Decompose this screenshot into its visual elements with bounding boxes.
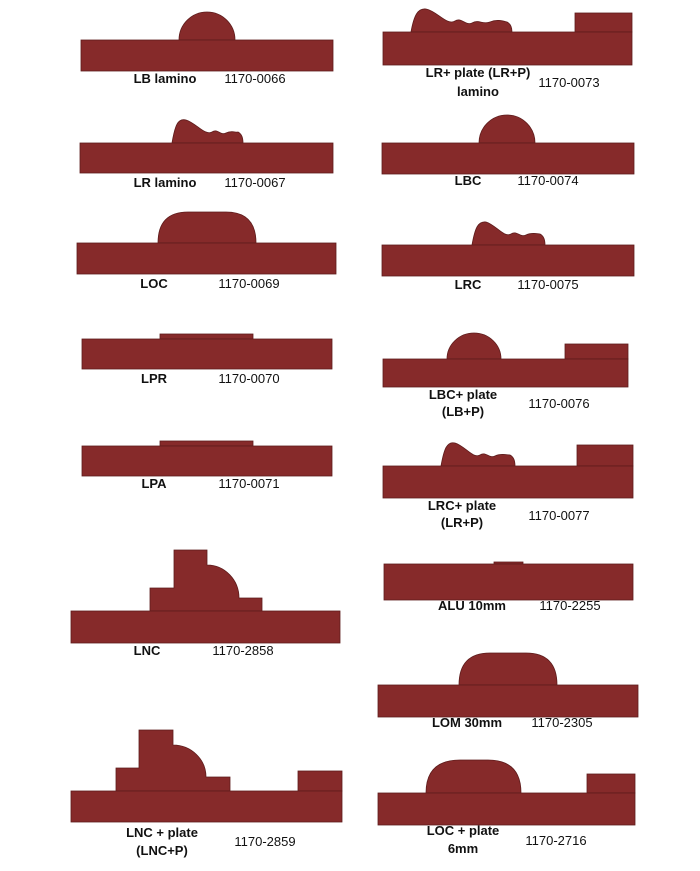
- profile-lbc-plate: LBC+ plate (LB+P) 1170-0076: [382, 332, 629, 419]
- profile-name: LR lamino: [134, 175, 197, 190]
- profile-code: 1170-0069: [218, 276, 279, 291]
- profile-name: LBC+ plate: [429, 387, 497, 402]
- profile-lpr: LPR 1170-0070: [81, 333, 333, 386]
- profile-name: LRC: [455, 277, 482, 292]
- profile-alu-10mm: ALU 10mm 1170-2255: [383, 561, 634, 613]
- profile-name: ALU 10mm: [438, 598, 506, 613]
- profile-name: LBC: [455, 173, 482, 188]
- profile-name: LRC+ plate: [428, 498, 496, 513]
- profile-lr-lamino: LR lamino 1170-0067: [79, 119, 334, 190]
- profile-name: LOC + plate: [427, 823, 500, 838]
- profile-lrc: LRC 1170-0075: [381, 221, 635, 292]
- profile-name: LOM 30mm: [432, 715, 502, 730]
- profile-code: 1170-0074: [517, 173, 578, 188]
- profile-name-line2: (LR+P): [441, 515, 483, 530]
- profile-code: 1170-0066: [224, 71, 285, 86]
- profile-code: 1170-2255: [539, 598, 600, 613]
- profile-lrc-plate: LRC+ plate (LR+P) 1170-0077: [382, 442, 634, 530]
- profile-code: 1170-0070: [218, 371, 279, 386]
- profile-lom-30mm: LOM 30mm 1170-2305: [377, 652, 639, 730]
- profile-lr-plate-lamino: LR+ plate (LR+P) lamino 1170-0073: [382, 8, 633, 99]
- profile-code: 1170-2859: [234, 834, 295, 849]
- profile-lnc-plate: LNC + plate (LNC+P) 1170-2859: [70, 729, 343, 858]
- profile-code: 1170-0073: [538, 75, 599, 90]
- profile-name: LB lamino: [134, 71, 197, 86]
- profile-name: LPR: [141, 371, 168, 386]
- profile-name: LPA: [141, 476, 167, 491]
- profile-lnc: LNC 1170-2858: [70, 549, 341, 658]
- profile-code: 1170-0076: [528, 396, 589, 411]
- profile-name-line2: (LB+P): [442, 404, 484, 419]
- profile-name-line2: lamino: [457, 84, 499, 99]
- profile-name-line2: 6mm: [448, 841, 478, 856]
- profile-name: LR+ plate (LR+P): [426, 65, 531, 80]
- profile-name: LNC: [134, 643, 161, 658]
- profile-code: 1170-2858: [212, 643, 273, 658]
- profile-code: 1170-0067: [224, 175, 285, 190]
- profile-code: 1170-2716: [525, 833, 586, 848]
- profile-lbc: LBC 1170-0074: [381, 114, 635, 188]
- profile-name: LOC: [140, 276, 168, 291]
- profile-name: LNC + plate: [126, 825, 198, 840]
- profile-loc: LOC 1170-0069: [76, 211, 337, 291]
- profile-lpa: LPA 1170-0071: [81, 440, 333, 491]
- profile-code: 1170-0075: [517, 277, 578, 292]
- profile-loc-plate-6mm: LOC + plate 6mm 1170-2716: [377, 759, 636, 856]
- profile-code: 1170-2305: [531, 715, 592, 730]
- profile-name-line2: (LNC+P): [136, 843, 188, 858]
- profile-lb-lamino: LB lamino 1170-0066: [80, 11, 334, 86]
- profile-code: 1170-0071: [218, 476, 279, 491]
- profile-code: 1170-0077: [528, 508, 589, 523]
